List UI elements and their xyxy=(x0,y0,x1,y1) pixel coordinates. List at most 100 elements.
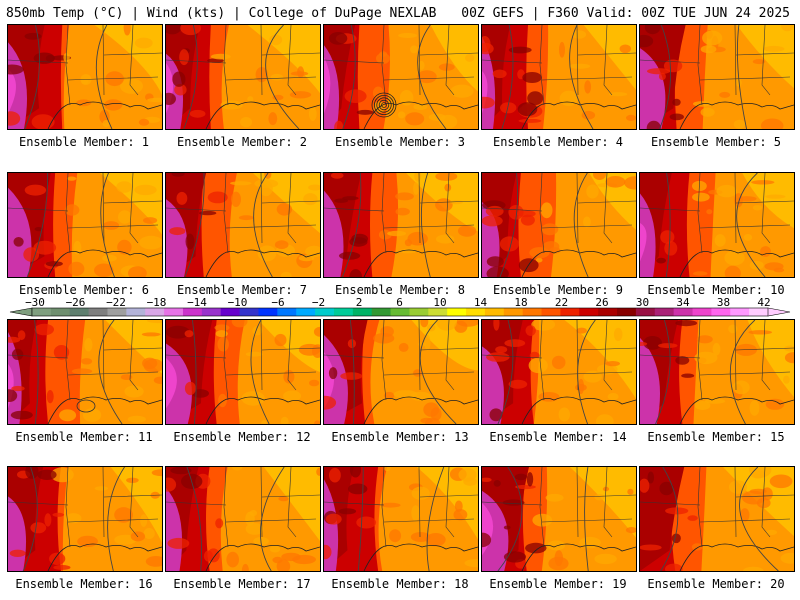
ensemble-member-map xyxy=(7,172,163,278)
colorbar-tick-label: −18 xyxy=(147,296,167,309)
colorbar-max-arrow xyxy=(767,307,791,317)
colorbar-swatch xyxy=(466,308,486,316)
colorbar-swatch xyxy=(522,308,543,316)
colorbar-swatch xyxy=(258,308,278,316)
colorbar-tick-label: −14 xyxy=(187,296,207,309)
colorbar-swatch xyxy=(635,308,656,316)
colorbar-swatch xyxy=(32,308,52,316)
ensemble-member-map xyxy=(481,24,637,130)
ensemble-member-map xyxy=(639,466,795,572)
ensemble-member-map xyxy=(323,466,479,572)
ensemble-member-map xyxy=(481,319,637,425)
colorbar-swatch xyxy=(333,308,354,316)
ensemble-member-label: Ensemble Member: 17 xyxy=(173,577,311,591)
colorbar-tick-label: 6 xyxy=(396,296,403,309)
ensemble-member-map xyxy=(165,466,321,572)
colorbar-tick-label: −30 xyxy=(25,296,45,309)
colorbar-tick-label: 14 xyxy=(474,296,488,309)
ensemble-member-label: Ensemble Member: 10 xyxy=(647,283,785,297)
ensemble-member-map xyxy=(165,319,321,425)
ensemble-member-label: Ensemble Member: 3 xyxy=(334,135,466,149)
colorbar-swatch xyxy=(428,308,448,316)
ensemble-member-label: Ensemble Member: 19 xyxy=(489,577,627,591)
colorbar-tick-label: −2 xyxy=(312,296,325,309)
colorbar-swatch xyxy=(352,308,373,316)
colorbar-swatch xyxy=(390,308,410,316)
colorbar-tick-label: 26 xyxy=(595,296,608,309)
colorbar-swatch xyxy=(50,308,71,316)
colorbar-tick-label: 22 xyxy=(555,296,568,309)
colorbar-swatch xyxy=(560,308,580,316)
ensemble-member-map xyxy=(7,466,163,572)
ensemble-member-label: Ensemble Member: 18 xyxy=(331,577,469,591)
colorbar-swatch xyxy=(503,308,524,316)
ensemble-member-map xyxy=(7,319,163,425)
colorbar-border xyxy=(31,307,769,317)
colorbar-swatch xyxy=(673,308,694,316)
colorbar-swatch xyxy=(107,308,127,316)
colorbar-swatch xyxy=(201,308,222,316)
colorbar-swatch xyxy=(88,308,108,316)
colorbar-swatch xyxy=(126,308,146,316)
colorbar-swatch xyxy=(145,308,165,316)
ensemble-member-map xyxy=(165,172,321,278)
colorbar-swatch xyxy=(447,308,467,316)
colorbar-swatch xyxy=(730,308,750,316)
colorbar-tick-label: −10 xyxy=(228,296,248,309)
ensemble-member-map xyxy=(7,24,163,130)
ensemble-member-label: Ensemble Member: 15 xyxy=(647,430,785,444)
ensemble-member-label: Ensemble Member: 1 xyxy=(18,135,150,149)
colorbar-tick-label: −22 xyxy=(106,296,126,309)
temperature-colorbar: −30 −26 −22 −18 −14 −10 −6 −2 2 6 10 14 18 22 26 30 34 38… xyxy=(9,296,791,317)
ensemble-member-map xyxy=(639,319,795,425)
colorbar-swatch xyxy=(617,308,637,316)
ensemble-member-label: Ensemble Member: 6 xyxy=(18,283,150,297)
colorbar-swatch xyxy=(164,308,184,316)
ensemble-member-label: Ensemble Member: 13 xyxy=(331,430,469,444)
colorbar-tick-label: 34 xyxy=(676,296,690,309)
colorbar-swatch xyxy=(692,308,712,316)
colorbar-min-arrow xyxy=(9,307,33,317)
colorbar-swatch xyxy=(654,308,675,316)
colorbar-tick-label: 38 xyxy=(717,296,730,309)
colorbar-tick-label: 42 xyxy=(757,296,770,309)
colorbar-tick-label: 10 xyxy=(433,296,446,309)
colorbar-tick-label: 18 xyxy=(514,296,527,309)
ensemble-member-label: Ensemble Member: 20 xyxy=(647,577,785,591)
colorbar-tick-label: 2 xyxy=(356,296,363,309)
ensemble-member-map xyxy=(323,172,479,278)
colorbar-tick-label: −26 xyxy=(66,296,86,309)
valid-time-label: 00Z GEFS | F360 Valid: 00Z TUE JUN 24 20… xyxy=(461,6,790,21)
ensemble-member-label: Ensemble Member: 2 xyxy=(176,135,308,149)
ensemble-member-label: Ensemble Member: 7 xyxy=(176,283,308,297)
ensemble-member-label: Ensemble Member: 8 xyxy=(334,283,466,297)
colorbar-swatch xyxy=(220,308,241,316)
colorbar-swatch xyxy=(296,308,316,316)
ensemble-member-map xyxy=(165,24,321,130)
colorbar-swatch xyxy=(182,308,203,316)
ensemble-member-map xyxy=(323,24,479,130)
ensemble-member-label: Ensemble Member: 16 xyxy=(15,577,153,591)
colorbar-swatch xyxy=(598,308,618,316)
colorbar-tick-label: 30 xyxy=(636,296,649,309)
colorbar-swatch xyxy=(484,308,505,316)
colorbar-swatch xyxy=(749,308,769,316)
ensemble-member-label: Ensemble Member: 9 xyxy=(492,283,624,297)
colorbar-swatch xyxy=(409,308,429,316)
ensemble-member-map xyxy=(481,172,637,278)
colorbar-tick-label: −6 xyxy=(271,296,284,309)
map-title: 850mb Temp (°C) | Wind (kts) | College o… xyxy=(6,6,437,21)
ensemble-member-label: Ensemble Member: 4 xyxy=(492,135,624,149)
colorbar-swatch xyxy=(315,308,335,316)
colorbar-swatch xyxy=(277,308,297,316)
ensemble-member-label: Ensemble Member: 11 xyxy=(15,430,153,444)
ensemble-member-map xyxy=(481,466,637,572)
colorbar-swatch xyxy=(239,308,259,316)
colorbar-swatch xyxy=(69,308,90,316)
colorbar-swatch xyxy=(711,308,731,316)
colorbar-swatch xyxy=(579,308,599,316)
ensemble-member-label: Ensemble Member: 14 xyxy=(489,430,627,444)
ensemble-member-map xyxy=(639,172,795,278)
colorbar-swatch xyxy=(541,308,561,316)
ensemble-member-map xyxy=(639,24,795,130)
